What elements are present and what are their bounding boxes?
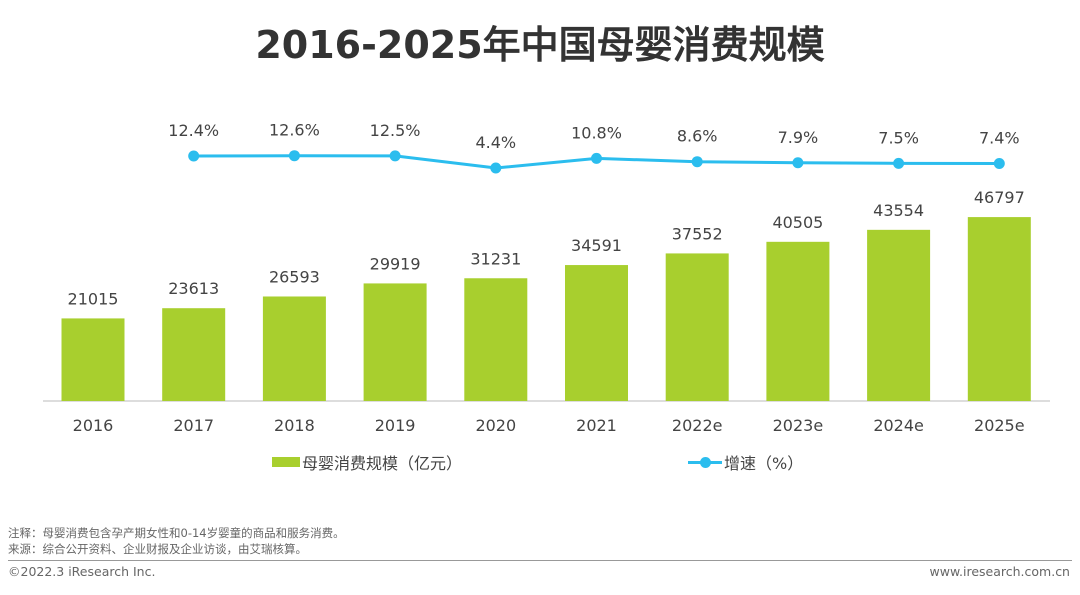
growth-point: [490, 162, 502, 174]
growth-point: [288, 150, 300, 162]
legend-bar-swatch: [272, 457, 300, 467]
bar-2016: [61, 318, 125, 401]
growth-point: [389, 150, 401, 162]
legend-label: 增速（%）: [724, 454, 804, 473]
x-tick-label: 2016: [73, 416, 114, 435]
legend-item-bar: 母婴消费规模（亿元）: [272, 450, 462, 474]
bar-label: 29919: [370, 254, 421, 273]
x-tick-label: 2020: [475, 416, 516, 435]
x-tick-label: 2022e: [672, 416, 723, 435]
growth-point: [691, 156, 703, 168]
x-tick-label: 2018: [274, 416, 315, 435]
bar-2020: [464, 278, 528, 401]
growth-label: 7.4%: [979, 129, 1020, 148]
bar-label: 23613: [168, 279, 219, 298]
bar-2017: [162, 308, 226, 401]
chart-plot: 21015 2016 23613 2017 26593 2018 29919 2019 3123…: [43, 121, 1050, 435]
bar-2022e: [665, 253, 729, 401]
x-tick-label: 2021: [576, 416, 617, 435]
bar-2021: [565, 265, 628, 401]
bar-2025e: [967, 217, 1031, 401]
bar-label: 34591: [571, 236, 622, 255]
growth-label: 8.6%: [677, 127, 718, 146]
chart-note: 注释：母婴消费包含孕产期女性和0-14岁婴童的商品和服务消费。: [8, 526, 345, 540]
growth-label: 4.4%: [475, 133, 516, 152]
legend-item-line: 增速（%）: [688, 450, 803, 474]
x-tick-label: 2019: [375, 416, 416, 435]
bar-label: 37552: [672, 224, 723, 243]
growth-point: [591, 152, 602, 164]
x-tick-label: 2023e: [773, 416, 824, 435]
x-tick-label: 2017: [173, 416, 214, 435]
growth-point: [188, 150, 200, 162]
bar-label: 43554: [873, 201, 924, 220]
bar-label: 46797: [974, 188, 1025, 207]
bar-label: 40505: [772, 213, 823, 232]
growth-label: 12.6%: [269, 121, 320, 140]
bar-2023e: [766, 241, 830, 401]
growth-label: 12.5%: [370, 121, 421, 140]
chart-source: 来源：综合公开资料、企业财报及企业访谈，由艾瑞核算。: [8, 542, 307, 556]
growth-label: 10.8%: [571, 123, 622, 142]
bar-2024e: [867, 229, 931, 401]
x-tick-label: 2024e: [873, 416, 924, 435]
bar-2018: [262, 296, 326, 401]
bar-label: 31231: [470, 249, 521, 268]
growth-label: 7.9%: [778, 128, 819, 147]
chart-title: 2016-2025年中国母婴消费规模: [255, 23, 825, 67]
growth-point: [993, 158, 1005, 169]
website: www.iresearch.com.cn: [929, 564, 1071, 579]
footer-divider: [8, 560, 1072, 561]
copyright: ©2022.3 iResearch Inc.: [8, 564, 156, 579]
legend-label: 母婴消费规模（亿元）: [302, 454, 463, 473]
bar-label: 21015: [68, 289, 119, 308]
growth-point: [893, 157, 905, 169]
bar-label: 26593: [269, 267, 320, 286]
bar-2019: [363, 283, 427, 401]
x-tick-label: 2025e: [974, 416, 1025, 435]
legend-line-swatch: [688, 456, 722, 468]
growth-point: [792, 157, 804, 169]
growth-label: 7.5%: [878, 128, 919, 147]
growth-label: 12.4%: [168, 121, 219, 140]
